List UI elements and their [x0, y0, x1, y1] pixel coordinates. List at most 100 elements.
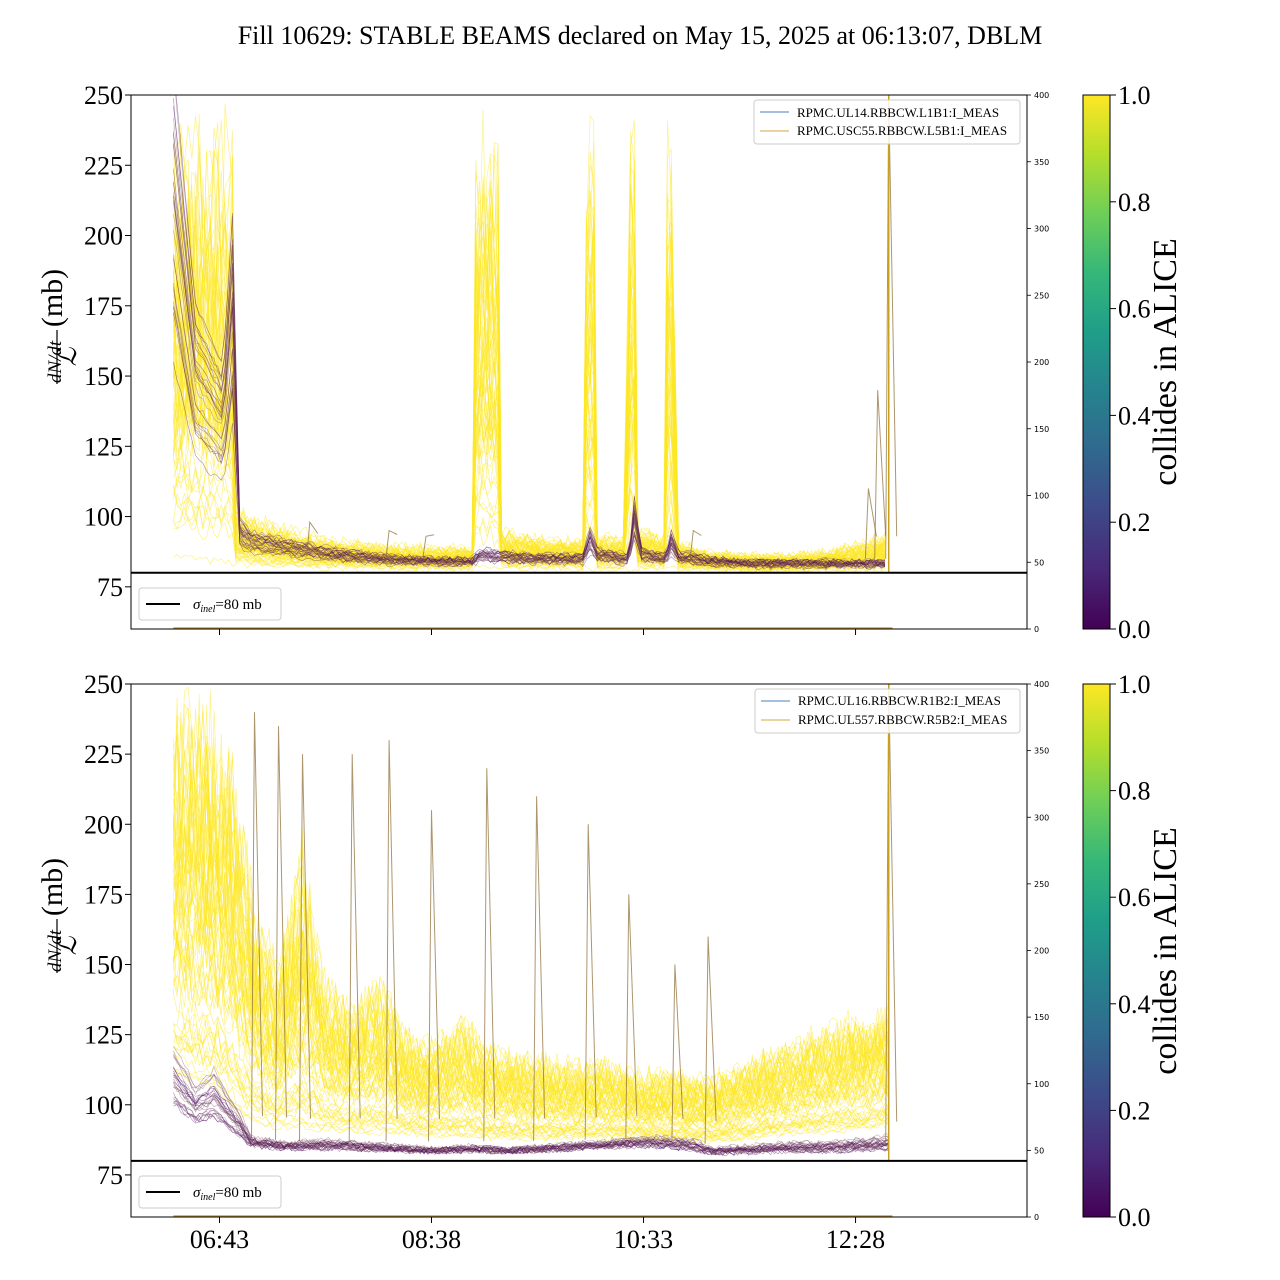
series-trace-noncollide [173, 230, 886, 568]
series-trace-collide [173, 775, 890, 1111]
series-trace-noncollide [173, 254, 886, 569]
series-trace-collide [173, 340, 886, 570]
series-trace-noncollide [173, 1067, 889, 1154]
top-legend-entry-1: RPMC.UL14.RBBCW.L1B1:I_MEAS [797, 105, 999, 120]
colorbar-tick-label: 1.0 [1118, 81, 1151, 110]
secondary-y-tick-label: 100 [1034, 492, 1049, 501]
series-trace-noncollide [173, 182, 886, 567]
top-colorbar-gradient [1082, 94, 1111, 630]
series-trace-noncollide [173, 1081, 889, 1154]
top-colorbar-label: collides in ALICE [1147, 238, 1184, 485]
top-y-label-denominator: ℒ [53, 346, 82, 366]
colorbar-tick-label: 0.4 [1118, 401, 1151, 430]
spike-mark [625, 894, 638, 1139]
series-trace-noncollide [173, 1082, 889, 1156]
y-tick-label: 225 [84, 151, 123, 180]
secondary-y-tick-label: 250 [1034, 291, 1049, 300]
series-trace-collide [173, 243, 886, 567]
series-trace-collide [173, 693, 890, 1098]
spike-mark [275, 726, 287, 1140]
y-tick-label: 75 [97, 573, 123, 602]
series-trace-noncollide [173, 282, 886, 569]
spike-mark [885, 95, 898, 559]
series-trace-collide [173, 210, 886, 567]
series-trace-noncollide [173, 192, 886, 568]
bottom-y-axis-label: dN/dt [45, 929, 66, 972]
series-trace-collide [173, 762, 889, 1112]
secondary-y-tick-label: 150 [1034, 425, 1049, 434]
series-trace-noncollide [173, 1045, 889, 1153]
series-trace-collide [173, 276, 886, 568]
spike-mark [422, 534, 435, 558]
secondary-y-tick-label: 300 [1034, 225, 1049, 234]
series-trace-noncollide [173, 98, 886, 566]
top-x-ticks [218, 629, 857, 635]
top-reference-legend: σinel=80 mb [138, 587, 282, 621]
series-trace-collide [173, 828, 889, 1119]
spike-mark [704, 936, 717, 1144]
series-trace-collide [173, 204, 886, 567]
series-trace-noncollide [173, 1050, 889, 1153]
series-trace-noncollide [175, 95, 886, 565]
series-trace-collide [173, 262, 886, 568]
secondary-y-tick-label: 200 [1034, 358, 1049, 367]
series-trace-collide [173, 347, 886, 571]
series-trace-noncollide [173, 145, 886, 567]
bottom-colorbar-gradient [1082, 683, 1111, 1218]
y-tick-label: 225 [84, 740, 123, 769]
series-trace-noncollide [173, 1102, 889, 1157]
series-trace-collide [173, 192, 886, 566]
series-trace-noncollide [173, 106, 886, 566]
series-trace-collide [173, 260, 886, 569]
x-tick-label: 12:28 [826, 1225, 885, 1254]
series-trace-noncollide [173, 258, 886, 569]
y-tick-label: 125 [84, 432, 123, 461]
top-panel: 75 100 125 150 175 200 225 250 0 50 100 150 200 250 3… [36, 81, 1049, 635]
bottom-plot-area [131, 684, 1027, 1217]
colorbar-tick-label: 0.0 [1118, 615, 1151, 644]
series-trace-noncollide [173, 196, 886, 568]
series-trace-collide [173, 266, 886, 567]
spike-mark [584, 824, 597, 1140]
colorbar-tick-label: 0.6 [1118, 883, 1151, 912]
secondary-y-tick-label: 300 [1034, 813, 1049, 822]
series-trace-collide [173, 113, 886, 564]
series-trace-collide [173, 954, 890, 1130]
secondary-y-tick-label: 250 [1034, 880, 1049, 889]
colorbar-tick-label: 0.4 [1118, 990, 1151, 1019]
series-trace-noncollide [173, 1087, 889, 1155]
series-trace-collide [173, 910, 890, 1124]
spike-mark [533, 796, 546, 1142]
top-y-ticks: 75 100 125 150 175 200 225 250 [84, 81, 131, 602]
series-trace-noncollide [173, 312, 886, 570]
series-trace-collide [173, 146, 886, 563]
x-tick-label: 08:38 [402, 1225, 461, 1254]
series-trace-noncollide [173, 1081, 889, 1155]
spike-mark [689, 529, 702, 559]
series-trace-noncollide [173, 1100, 889, 1156]
figure-title: Fill 10629: STABLE BEAMS declared on May… [238, 21, 1043, 50]
series-trace-collide [173, 132, 886, 566]
series-trace-collide [173, 493, 886, 573]
series-trace-noncollide [173, 1074, 889, 1155]
series-trace-noncollide [173, 1078, 889, 1154]
top-plot-area [131, 95, 1027, 629]
series-trace-collide [173, 778, 890, 1113]
y-tick-label: 200 [84, 222, 123, 251]
y-tick-label: 100 [84, 1091, 123, 1120]
spike-mark [671, 964, 684, 1142]
series-trace-noncollide [173, 132, 886, 567]
secondary-y-tick-label: 400 [1034, 680, 1049, 689]
series-trace-collide [173, 1068, 890, 1144]
secondary-y-tick-label: 0 [1034, 625, 1039, 634]
series-trace-noncollide [173, 1056, 889, 1153]
spike-mark [385, 740, 398, 1142]
series-trace-collide [173, 260, 886, 568]
bottom-y-ticks: 75 100 125 150 175 200 225 250 [84, 670, 131, 1190]
series-trace-collide [173, 223, 886, 565]
series-trace-collide [173, 166, 886, 565]
spike-mark [385, 529, 398, 558]
y-tick-label: 250 [84, 670, 123, 699]
series-trace-collide [173, 257, 886, 568]
